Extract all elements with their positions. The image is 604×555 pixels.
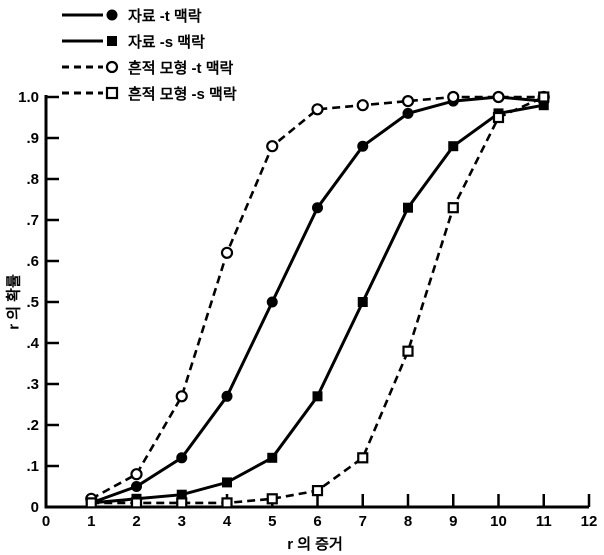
data-point-s1 <box>403 202 413 213</box>
legend-item-3: 흔적 모형 -s 맥락 <box>62 80 237 106</box>
data-point-s3 <box>130 497 143 509</box>
legend-dashed-line-open-circle-icon <box>62 60 119 74</box>
series-line-1 <box>91 103 545 505</box>
x-tick-label: 2 <box>132 513 140 530</box>
open-circle-icon <box>105 60 119 74</box>
legend-item-2: 흔적 모형 -t 맥락 <box>62 54 237 80</box>
data-point-s0 <box>402 107 414 119</box>
axis-lines <box>44 95 589 509</box>
y-tick-label: .7 <box>26 212 39 229</box>
y-tick-label: .1 <box>26 458 39 475</box>
x-tick-label: 4 <box>223 513 232 530</box>
data-point-s0 <box>357 140 369 152</box>
x-tick-label: 3 <box>178 513 186 530</box>
x-tick-label: 12 <box>581 513 598 530</box>
data-point-s3 <box>357 452 369 464</box>
y-tick-label: 0 <box>31 499 39 516</box>
series-line-2 <box>90 95 544 500</box>
x-axis-title: r 의 증거 <box>287 536 343 553</box>
filled-circle-icon <box>106 9 118 21</box>
legend-label: 자료 -t 맥락 <box>128 7 202 25</box>
y-tick-label: .6 <box>26 253 39 270</box>
series-line-0 <box>90 95 544 505</box>
y-tick-label: 1.0 <box>18 89 39 106</box>
data-point-s1 <box>312 391 323 402</box>
legend-item-1: 자료 -s 맥락 <box>62 28 237 54</box>
data-point-s0 <box>221 390 233 402</box>
y-tick-label: .8 <box>26 171 39 188</box>
data-point-s3 <box>311 485 324 497</box>
data-point-s1 <box>176 489 187 500</box>
x-tick-label: 1 <box>87 513 95 530</box>
data-point-s2 <box>492 90 505 104</box>
legend-label: 흔적 모형 -s 맥락 <box>128 85 237 103</box>
x-tick-label: 5 <box>268 513 276 530</box>
data-point-s2 <box>401 94 415 108</box>
data-point-s3 <box>85 497 97 509</box>
x-tick-label: 9 <box>449 513 457 530</box>
data-point-s1 <box>538 100 549 111</box>
data-point-s0 <box>312 202 323 214</box>
x-tick-label: 8 <box>404 513 412 530</box>
data-point-s1 <box>448 141 459 152</box>
data-point-s3 <box>402 345 414 357</box>
data-point-s3 <box>492 111 505 124</box>
x-tick-label: 6 <box>313 513 321 530</box>
data-point-s3 <box>176 497 188 509</box>
data-point-s3 <box>447 202 459 214</box>
open-square-icon <box>105 86 119 100</box>
x-tick-label: 11 <box>536 513 552 530</box>
legend-dashed-line-open-square-icon <box>62 86 119 100</box>
data-point-s0 <box>176 452 188 464</box>
y-tick-label: .2 <box>26 417 39 434</box>
x-tick-label: 7 <box>359 513 367 530</box>
data-point-s2 <box>447 90 460 104</box>
y-tick-label: .4 <box>26 335 39 352</box>
x-tick-label: 10 <box>490 513 507 530</box>
data-point-s3 <box>221 497 233 509</box>
legend-label: 흔적 모형 -t 맥락 <box>128 59 234 77</box>
data-point-s2 <box>220 246 234 259</box>
data-point-s2 <box>266 140 279 153</box>
data-point-s1 <box>357 297 368 307</box>
data-point-s2 <box>356 99 369 112</box>
y-axis-title: r 의 확률 <box>5 274 23 330</box>
series-line-3 <box>91 95 545 505</box>
data-point-s2 <box>311 103 324 116</box>
data-point-s2 <box>130 468 143 481</box>
y-tick-label: .9 <box>26 130 39 147</box>
filled-square-icon <box>107 36 117 46</box>
legend-solid-line-filled-circle-icon <box>62 9 118 21</box>
data-point-s3 <box>538 91 550 103</box>
y-tick-label: .5 <box>26 294 39 311</box>
data-point-s2 <box>175 390 188 403</box>
legend-solid-line-filled-square-icon <box>62 36 117 46</box>
data-point-s1 <box>267 452 278 463</box>
data-point-s3 <box>266 493 278 505</box>
data-point-s1 <box>222 477 232 488</box>
x-tick-label: 0 <box>42 513 50 530</box>
data-point-s0 <box>266 296 278 308</box>
data-point-s0 <box>131 481 142 492</box>
legend-label: 자료 -s 맥락 <box>128 33 205 51</box>
y-tick-label: .3 <box>26 376 39 393</box>
legend-item-0: 자료 -t 맥락 <box>62 2 237 28</box>
